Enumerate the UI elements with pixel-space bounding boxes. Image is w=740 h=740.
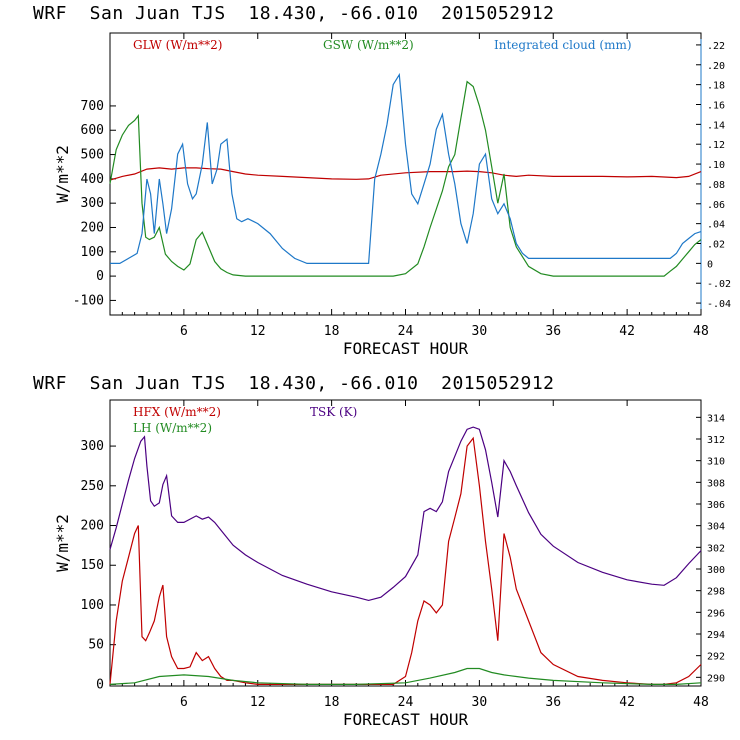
y2-tick-label: -.02 <box>707 279 731 290</box>
legend-label: LH (W/m**2) <box>133 421 212 435</box>
y2-tick-label: 312 <box>707 435 725 446</box>
series-line-1-3 <box>110 72 702 264</box>
y2-tick-label: 294 <box>707 630 725 641</box>
y2-tick-label: 314 <box>707 413 725 424</box>
series-line-1-2 <box>109 80 702 277</box>
chart-1-title: WRF San Juan TJS 18.430, -66.010 2015052… <box>33 3 555 24</box>
y-axis-title: W/m**2 <box>53 514 72 572</box>
y2-tick-label: 308 <box>707 478 725 489</box>
y-tick-label: 150 <box>81 558 104 573</box>
y2-tick-label: 302 <box>707 543 725 554</box>
legend-label: TSK (K) <box>310 405 357 419</box>
plot-frame-2 <box>109 399 702 687</box>
legend-label: GSW (W/m**2) <box>323 38 414 52</box>
x-axis-title: FORECAST HOUR <box>343 339 469 358</box>
series-line-2-3 <box>109 426 702 602</box>
y-tick-label: 100 <box>81 245 104 260</box>
y2-tick-label: .14 <box>707 120 725 131</box>
y2-tick-label: 304 <box>707 522 725 533</box>
x-tick-label: 18 <box>324 695 340 710</box>
x-tick-label: 48 <box>693 695 709 710</box>
x-tick-label: 12 <box>250 324 266 339</box>
y-tick-label: 600 <box>81 123 104 138</box>
y-tick-label: 300 <box>81 439 104 454</box>
y2-tick-label: .20 <box>707 61 725 72</box>
y-tick-label: 200 <box>81 519 104 534</box>
series-line-2-2 <box>109 667 702 686</box>
y-axis-title: W/m**2 <box>53 145 72 203</box>
y2-tick-label: 292 <box>707 652 725 663</box>
y2-tick-label: .16 <box>707 100 725 111</box>
y2-tick-label: 310 <box>707 457 725 468</box>
y2-tick-label: 306 <box>707 500 725 511</box>
y2-tick-label: .10 <box>707 160 725 171</box>
y-tick-label: 100 <box>81 598 104 613</box>
y-tick-label: 0 <box>96 677 104 692</box>
y2-tick-label: .04 <box>707 220 725 231</box>
series-line-2-1 <box>109 436 702 686</box>
plot-frame-1 <box>109 32 702 316</box>
y2-tick-label: .12 <box>707 140 725 151</box>
y-tick-label: 700 <box>81 99 104 114</box>
legend-label: GLW (W/m**2) <box>133 38 222 52</box>
y2-tick-label: 298 <box>707 587 725 598</box>
legend-label: HFX (W/m**2) <box>133 405 221 419</box>
y-tick-label: 200 <box>81 220 104 235</box>
x-tick-label: 36 <box>545 324 561 339</box>
x-tick-label: 30 <box>472 324 488 339</box>
x-axis-title: FORECAST HOUR <box>343 710 469 729</box>
x-tick-label: 12 <box>250 695 266 710</box>
x-tick-label: 6 <box>180 324 188 339</box>
y-tick-label: 250 <box>81 479 104 494</box>
y2-tick-label: .18 <box>707 81 725 92</box>
x-tick-label: 24 <box>398 695 414 710</box>
x-tick-label: 48 <box>693 324 709 339</box>
y-tick-label: 0 <box>96 269 104 284</box>
y2-tick-label: 296 <box>707 608 725 619</box>
y-tick-label: 500 <box>81 148 104 163</box>
y2-tick-label: 290 <box>707 673 725 684</box>
x-tick-label: 42 <box>619 324 635 339</box>
x-tick-label: 18 <box>324 324 340 339</box>
y2-tick-label: .22 <box>707 41 725 52</box>
y-tick-label: 300 <box>81 196 104 211</box>
x-tick-label: 30 <box>472 695 488 710</box>
y-tick-label: 400 <box>81 172 104 187</box>
y2-tick-label: 300 <box>707 565 725 576</box>
x-tick-label: 24 <box>398 324 414 339</box>
series-line-1-1 <box>109 167 702 181</box>
y2-tick-label: .08 <box>707 180 725 191</box>
chart-2-title: WRF San Juan TJS 18.430, -66.010 2015052… <box>33 373 555 394</box>
y2-tick-label: .06 <box>707 200 725 211</box>
x-tick-label: 36 <box>545 695 561 710</box>
legend-label: Integrated cloud (mm) <box>494 38 632 52</box>
y2-tick-label: .02 <box>707 240 725 251</box>
y2-tick-label: -.04 <box>707 299 731 310</box>
y-tick-label: 50 <box>88 638 104 653</box>
x-tick-label: 6 <box>180 695 188 710</box>
y2-tick-label: 0 <box>707 259 713 270</box>
x-tick-label: 42 <box>619 695 635 710</box>
y-tick-label: -100 <box>73 293 104 308</box>
